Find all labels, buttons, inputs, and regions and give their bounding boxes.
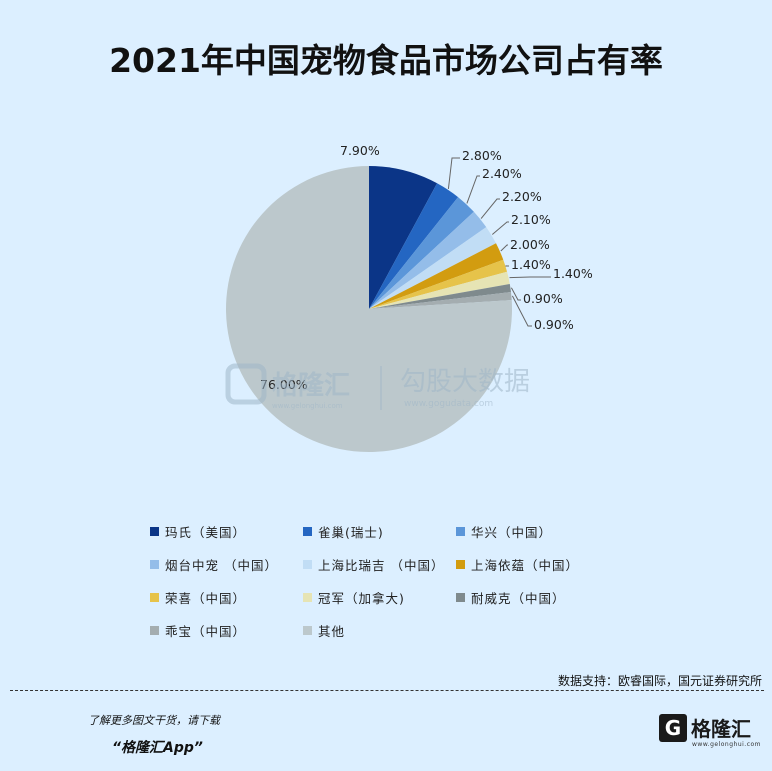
legend-swatch [456,560,465,569]
watermark-right-sub: www.gogudata.com [404,399,493,409]
pie-slice [226,166,513,452]
gelonghui-logo: G 格隆汇 [659,713,751,742]
data-label: 2.20% [502,189,542,204]
leader-line [491,221,509,235]
legend-label: 烟台中宠 （中国） [165,558,278,573]
legend-item: 荣喜（中国） [150,588,246,607]
legend-item: 冠军（加拿大) [303,588,405,607]
legend-item: 乖宝（中国） [150,621,246,640]
pie-slice [369,227,496,309]
pie-slice [369,259,508,309]
legend-label: 冠军（加拿大) [318,591,405,606]
legend-label: 上海比瑞吉 （中国） [318,558,445,573]
footer-app-name: “格隆汇App” [112,740,203,756]
data-label: 0.90% [534,317,574,332]
watermark-left-sub: www.gelonghui.com [272,402,343,410]
data-label: 1.40% [553,266,593,281]
pie-slice [369,243,504,309]
logo-mark-icon: G [659,713,687,742]
leader-line [505,265,509,267]
leader-lines [447,157,551,327]
logo-text: 格隆汇 [691,717,751,741]
divider [10,690,764,691]
source-note: 数据支持：欧睿国际，国元证券研究所 [557,674,762,688]
data-label: 2.80% [462,148,502,163]
legend-item: 雀巢(瑞士) [303,522,384,541]
leader-line [480,198,500,219]
data-label: 2.00% [510,237,550,252]
data-label: 0.90% [523,291,563,306]
leader-line [511,295,532,327]
leader-line [510,287,521,301]
legend-label: 上海依蕴（中国） [471,558,580,573]
legend-item: 玛氏（美国） [150,522,246,541]
watermark-left-text: 格隆汇 [272,370,350,401]
pie-slice [369,291,512,309]
legend-label: 雀巢(瑞士) [318,525,384,540]
legend-swatch [150,560,159,569]
leader-line [509,276,551,279]
legend-item: 华兴（中国） [456,522,552,541]
data-label: 7.90% [340,143,380,158]
legend-label: 荣喜（中国） [165,591,247,606]
legend-item: 其他 [303,621,345,640]
pie-slice [369,166,438,309]
leader-line [500,244,508,252]
watermark: 格隆汇 www.gelonghui.com 勾股大数据 www.gogudata… [225,363,530,410]
legend-swatch [150,593,159,602]
data-labels: 7.90% 2.80%2.40%2.20%2.10%2.00%1.40%1.40%… [260,143,593,392]
legend-swatch [303,560,312,569]
legend-swatch [456,593,465,602]
legend-item: 上海比瑞吉 （中国） [303,555,444,574]
legend-label: 乖宝（中国） [165,624,247,639]
legend-label: 玛氏（美国） [165,525,247,540]
pie-slice [369,211,487,309]
pie-slice [369,271,510,309]
watermark-right-text: 勾股大数据 [400,367,530,397]
chart-title: 2021年中国宠物食品市场公司占有率 [109,41,663,80]
pie-slice [369,283,511,309]
legend-swatch [456,527,465,536]
pie-slice [369,197,474,309]
data-label: 1.40% [511,257,551,272]
legend-swatch [150,626,159,635]
data-label: 2.40% [482,166,522,181]
pie-chart: 7.90% 2.80%2.40%2.20%2.10%2.00%1.40%1.40%… [225,143,593,452]
legend-swatch [303,626,312,635]
leader-line [466,175,480,204]
footer-line1: 了解更多图文干货，请下载 [88,714,220,727]
pie-slices [226,166,513,452]
legend-item: 耐威克（中国） [456,588,566,607]
pie-slice [369,183,459,309]
legend-label: 华兴（中国） [471,525,553,540]
legend-label: 其他 [318,624,346,639]
legend-swatch [303,593,312,602]
legend-swatch [303,527,312,536]
data-label: 2.10% [511,212,551,227]
data-label: 76.00% [260,377,308,392]
legend-item: 烟台中宠 （中国） [150,555,278,574]
leader-line [447,157,460,189]
legend-item: 上海依蕴（中国） [456,555,579,574]
watermark-logo-icon [225,363,267,405]
legend-swatch [150,527,159,536]
legend-label: 耐威克（中国） [471,591,566,606]
logo-sub: www.gelonghui.com [692,741,762,748]
